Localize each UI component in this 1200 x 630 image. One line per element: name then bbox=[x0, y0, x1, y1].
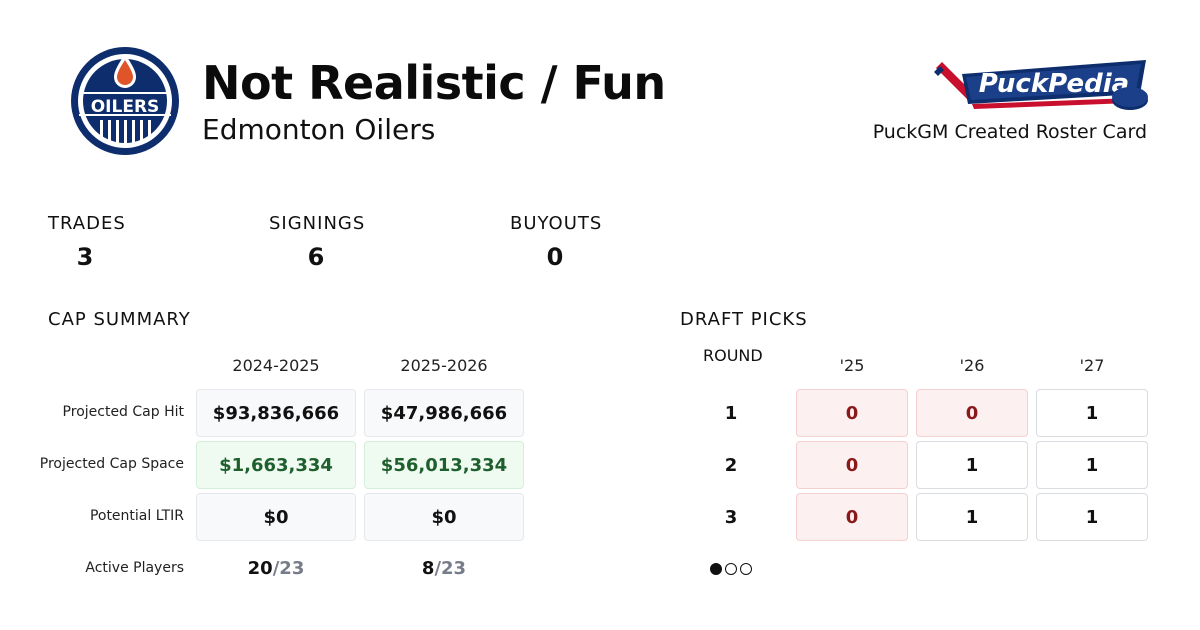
trades-label: TRADES bbox=[48, 213, 126, 234]
cap-space-value: $56,013,334 bbox=[364, 441, 524, 489]
trades-count: 3 bbox=[76, 243, 94, 271]
signings-label: SIGNINGS bbox=[269, 213, 366, 234]
buyouts-count: 0 bbox=[546, 243, 564, 271]
round-number: 1 bbox=[724, 403, 738, 424]
ltir-label: Potential LTIR bbox=[89, 508, 184, 524]
pick-cell: 0 bbox=[796, 441, 908, 489]
buyouts-label: BUYOUTS bbox=[510, 213, 603, 234]
brand-caption: PuckGM Created Roster Card bbox=[872, 121, 1147, 143]
pick-cell: 1 bbox=[1036, 441, 1148, 489]
pick-cell: 0 bbox=[796, 493, 908, 541]
active-count: 20 bbox=[247, 558, 273, 579]
signings-count: 6 bbox=[307, 243, 325, 271]
year-header: '26 bbox=[959, 356, 985, 375]
draft-picks-heading: DRAFT PICKS bbox=[680, 309, 808, 330]
pick-cell: 1 bbox=[1036, 389, 1148, 437]
pick-cell: 1 bbox=[1036, 493, 1148, 541]
cap-hit-label: Projected Cap Hit bbox=[62, 404, 184, 420]
ltir-value: $0 bbox=[364, 493, 524, 541]
cap-space-value: $1,663,334 bbox=[196, 441, 356, 489]
cap-hit-value: $47,986,666 bbox=[364, 389, 524, 437]
team-logo: OILERS bbox=[71, 47, 179, 155]
round-number: 3 bbox=[724, 507, 738, 528]
active-players-value: 20/23 bbox=[196, 558, 356, 579]
ltir-value: $0 bbox=[196, 493, 356, 541]
cap-summary-heading: CAP SUMMARY bbox=[48, 309, 191, 330]
page-dot[interactable] bbox=[725, 563, 737, 575]
pick-cell: 0 bbox=[916, 389, 1028, 437]
cap-space-label: Projected Cap Space bbox=[39, 456, 184, 472]
round-number: 2 bbox=[724, 455, 738, 476]
active-players-label: Active Players bbox=[85, 560, 184, 576]
puckpedia-logo: PuckPedia bbox=[934, 60, 1148, 110]
year-header: '25 bbox=[839, 356, 865, 375]
season-header: 2025-2026 bbox=[400, 356, 488, 375]
year-header: '27 bbox=[1079, 356, 1105, 375]
page-dot[interactable] bbox=[710, 563, 722, 575]
active-max: /23 bbox=[272, 558, 305, 579]
pick-cell: 1 bbox=[916, 441, 1028, 489]
team-name: Edmonton Oilers bbox=[202, 113, 436, 146]
pick-cell: 1 bbox=[916, 493, 1028, 541]
card-title: Not Realistic / Fun bbox=[202, 56, 666, 110]
season-header: 2024-2025 bbox=[232, 356, 320, 375]
page-dot[interactable] bbox=[740, 563, 752, 575]
active-players-value: 8/23 bbox=[364, 558, 524, 579]
team-logo-text: OILERS bbox=[91, 97, 160, 117]
round-header: ROUND bbox=[703, 346, 763, 365]
active-max: /23 bbox=[434, 558, 467, 579]
cap-hit-value: $93,836,666 bbox=[196, 389, 356, 437]
active-count: 8 bbox=[421, 558, 435, 579]
page-indicator bbox=[710, 563, 752, 575]
brand-name: PuckPedia bbox=[979, 69, 1129, 99]
pick-cell: 0 bbox=[796, 389, 908, 437]
